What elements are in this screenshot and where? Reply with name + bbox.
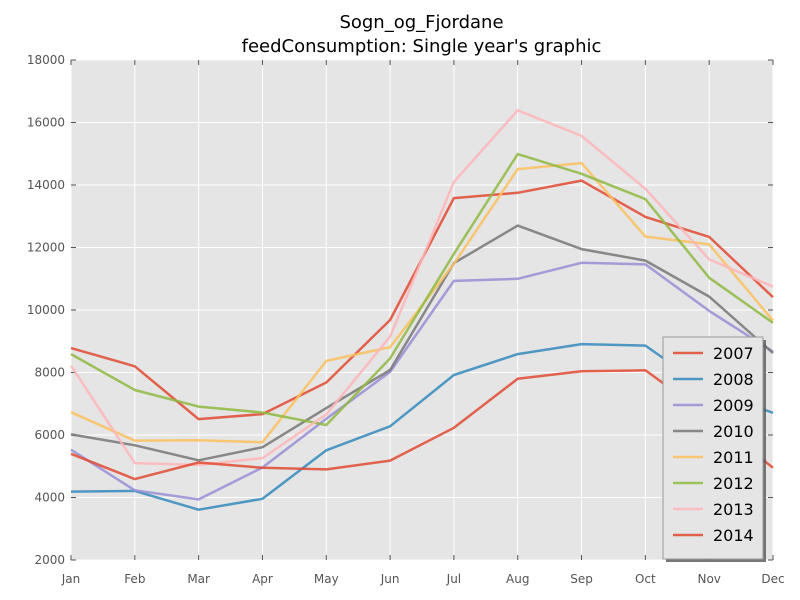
y-tick-label: 16000 bbox=[27, 116, 65, 130]
x-tick-label: Dec bbox=[761, 572, 784, 586]
y-tick-label: 6000 bbox=[34, 428, 65, 442]
legend-box bbox=[662, 336, 764, 560]
series-lines bbox=[69, 109, 774, 511]
chart-title: Sogn_og_Fjordane bbox=[339, 12, 504, 33]
x-tick-label: Mar bbox=[187, 572, 210, 586]
x-tick-label: Sep bbox=[570, 572, 593, 586]
legend-label-2007: 2007 bbox=[713, 344, 754, 363]
chart-subtitle: feedConsumption: Single year's graphic bbox=[241, 36, 602, 57]
axes: 2000 4000 6000 8000 10000 12000 14000 16000 1800… bbox=[27, 53, 785, 586]
y-tick-label: 2000 bbox=[34, 553, 65, 567]
legend-label-2011: 2011 bbox=[713, 448, 754, 467]
y-tick-label: 8000 bbox=[34, 366, 65, 380]
series-line-2008 bbox=[70, 342, 774, 511]
legend: 2007 2008 2009 2010 2011 2012 2013 2014 bbox=[662, 336, 766, 562]
x-tick-label: Nov bbox=[697, 572, 720, 586]
x-tick-label: Jul bbox=[446, 572, 461, 586]
x-tick-label: May bbox=[314, 572, 339, 586]
y-tick-label: 10000 bbox=[27, 303, 65, 317]
x-tick-label: Jun bbox=[380, 572, 400, 586]
series-line-2010 bbox=[70, 224, 774, 462]
y-tick-label: 12000 bbox=[27, 241, 65, 255]
x-tick-label: Feb bbox=[124, 572, 145, 586]
x-tick-label: Jan bbox=[61, 572, 81, 586]
grid bbox=[70, 59, 774, 561]
y-tick-label: 14000 bbox=[27, 178, 65, 192]
series-line-2012 bbox=[70, 152, 774, 427]
x-tick-label: Apr bbox=[252, 572, 273, 586]
legend-label-2012: 2012 bbox=[713, 474, 754, 493]
series-line-2014 bbox=[70, 369, 774, 481]
legend-label-2008: 2008 bbox=[713, 370, 754, 389]
legend-label-2009: 2009 bbox=[713, 396, 754, 415]
x-tick-label: Aug bbox=[506, 572, 529, 586]
series-line-2009 bbox=[70, 261, 774, 501]
x-tick-label: Oct bbox=[635, 572, 656, 586]
y-tick-label: 18000 bbox=[27, 53, 65, 67]
legend-label-2013: 2013 bbox=[713, 500, 754, 519]
y-tick-label: 4000 bbox=[34, 491, 65, 505]
legend-label-2010: 2010 bbox=[713, 422, 754, 441]
legend-label-2014: 2014 bbox=[713, 526, 754, 545]
